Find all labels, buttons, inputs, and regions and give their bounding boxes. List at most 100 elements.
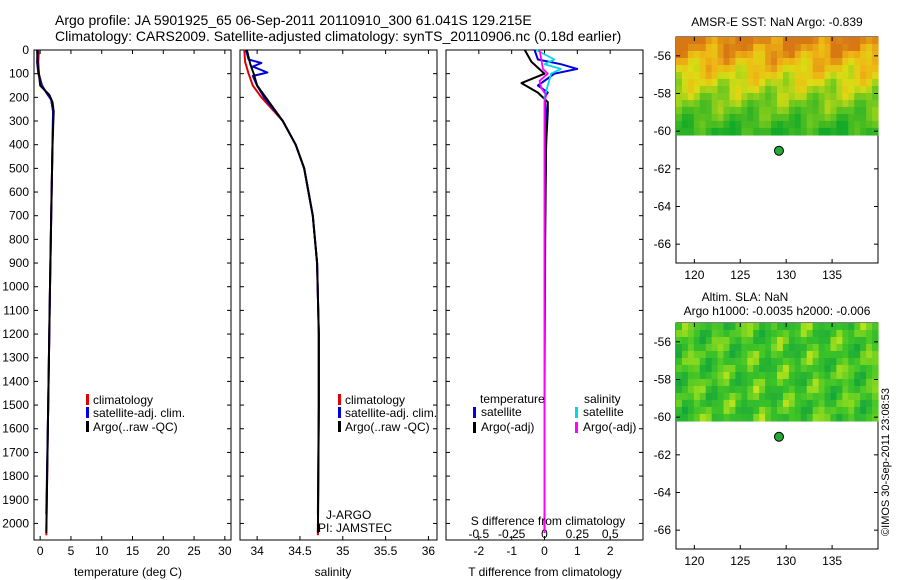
sla-cell [771, 399, 778, 408]
sla-cell [681, 330, 689, 338]
sst-cell [711, 71, 719, 80]
sst-cell [765, 37, 772, 45]
x-tick-label: 35.5 [374, 544, 398, 558]
legend-swatch-temp-satellite [473, 407, 476, 418]
sst-cell [741, 57, 748, 66]
sst-cell [782, 71, 790, 80]
sst-cell [699, 99, 707, 108]
sst-cell [717, 37, 725, 45]
sla-cell [753, 392, 760, 401]
sst-cell [854, 57, 861, 66]
sst-cell [872, 106, 879, 115]
sst-cell [717, 64, 725, 73]
sla-cell [729, 406, 737, 415]
sla-cell [782, 364, 790, 373]
y-tick-label: 1400 [2, 374, 29, 388]
sst-cell [711, 85, 719, 94]
sla-cell [759, 330, 766, 338]
sla-cell [818, 336, 826, 345]
sst-cell [693, 113, 701, 122]
sst-cell [705, 113, 713, 122]
sst-cell [676, 85, 683, 94]
sla-cell [765, 399, 772, 408]
sla-cell [860, 357, 867, 366]
sla-cell [830, 399, 838, 408]
sla-cell [806, 343, 814, 352]
sla-cell [818, 406, 826, 415]
sst-cell [729, 85, 737, 94]
sla-cell [777, 378, 784, 387]
sst-cell [711, 57, 719, 66]
sst-cell [836, 92, 843, 101]
sst-cell [800, 37, 808, 45]
sla-cell [765, 336, 772, 345]
sla-cell [753, 357, 760, 366]
sla-cell [717, 392, 725, 401]
sst-cell [824, 57, 832, 66]
sla-cell [818, 371, 826, 380]
sla-cell [735, 378, 742, 387]
sla-cell [800, 323, 808, 331]
sla-cell [729, 371, 737, 380]
sla-cell [765, 343, 772, 352]
sst-cell [747, 85, 754, 94]
sst-cell [812, 57, 820, 66]
sst-cell [693, 64, 701, 73]
sla-cell [681, 392, 689, 401]
sla-cell [866, 364, 873, 373]
sla-cell [812, 399, 820, 408]
sla-cell [794, 336, 802, 345]
sla-cell [842, 350, 849, 359]
sla-cell [836, 378, 843, 387]
sla-cell [711, 323, 719, 331]
y-tick-label: -64 [654, 200, 672, 214]
sst-cell [753, 106, 760, 115]
sst-cell [676, 57, 683, 66]
sla-cell [836, 350, 843, 359]
sst-cell [806, 113, 814, 122]
sst-cell [729, 78, 737, 87]
sst-cell [765, 71, 772, 80]
sst-cell [812, 78, 820, 87]
sla-cell [854, 392, 861, 401]
x-tick-label: 34 [250, 544, 264, 558]
sla-cell [872, 364, 879, 373]
y-tick-label: 1500 [2, 398, 29, 412]
sla-cell [830, 385, 838, 394]
sla-cell [747, 350, 754, 359]
sst-cell [741, 50, 748, 59]
sst-cell [753, 57, 760, 66]
legend-swatch-satellite [86, 407, 89, 418]
sst-cell [717, 99, 725, 108]
sla-cell [836, 343, 843, 352]
legend-swatch-sal-argo [575, 422, 578, 433]
sst-cell [860, 113, 867, 122]
sla-cell [800, 336, 808, 345]
sst-cell [788, 120, 796, 129]
sst-cell [806, 37, 814, 45]
sst-cell [848, 57, 855, 66]
sla-cell [741, 323, 748, 331]
series-line-argo-raw-qc [36, 49, 55, 533]
sst-cell [836, 127, 843, 136]
sst-cell [723, 78, 731, 87]
sla-cell [735, 371, 742, 380]
sst-cell [860, 85, 867, 94]
sst-cell [866, 64, 873, 73]
sla-cell [705, 323, 713, 331]
sst-cell [860, 37, 867, 45]
sst-cell [676, 106, 683, 115]
sla-cell [842, 364, 849, 373]
sla-cell [836, 392, 843, 401]
sst-cell [788, 92, 796, 101]
sla-map: 120 125 130 135 -56 -58 -60 -62 -64 -66 [654, 323, 879, 568]
sst-cell [759, 99, 766, 108]
sla-cell [842, 406, 849, 415]
sst-cell [800, 113, 808, 122]
y-tick-label: -62 [654, 448, 672, 462]
sla-cell [723, 406, 731, 415]
sst-cell [699, 127, 707, 136]
sst-cell [777, 120, 784, 129]
sla-cell [687, 330, 695, 338]
sst-cell [705, 71, 713, 80]
